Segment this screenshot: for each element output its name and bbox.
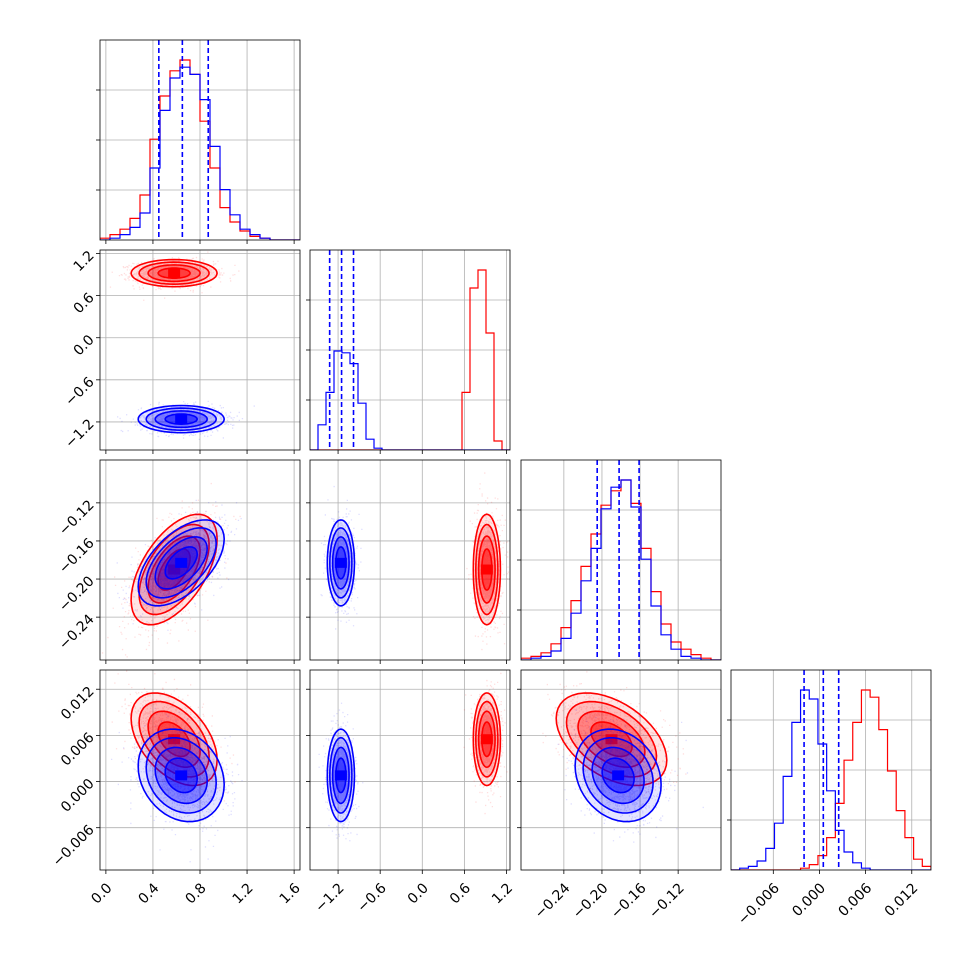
y-tick-label: −0.24 — [56, 611, 98, 653]
y-tick-label: 1.2 — [71, 248, 98, 275]
x-tick-label: −0.6 — [354, 880, 389, 915]
y-tick-label: 0.012 — [58, 684, 98, 724]
density-peak-series-1 — [175, 414, 188, 425]
hist-panel-1 — [306, 249, 511, 454]
x-tick-label: 0.4 — [135, 880, 162, 907]
scatter-panel-1-0: −1.2 −0.6 0.0 0.6 1.2 — [62, 248, 301, 454]
histogram-series-0 — [310, 269, 510, 450]
scatter-points-series-0 — [466, 472, 509, 651]
x-tick-label: 0.006 — [836, 880, 876, 920]
density-peak-series-1 — [175, 557, 188, 568]
histogram-series-1 — [731, 689, 931, 870]
histogram-series-1 — [521, 479, 721, 660]
scatter-points-series-1 — [320, 485, 363, 630]
density-peak-series-0 — [480, 734, 493, 745]
scatter-panel-2-0: −0.24−0.20−0.16−0.12 — [56, 459, 301, 664]
x-tick-label: 0.0 — [405, 880, 432, 907]
x-tick-label: −0.24 — [532, 880, 574, 922]
scatter-panel-3-2: −0.24−0.20−0.16−0.12 — [517, 669, 722, 922]
y-tick-label: 0.000 — [58, 776, 98, 816]
histogram-series-0 — [521, 479, 721, 660]
x-tick-label: 1.2 — [489, 880, 516, 907]
density-peak-series-0 — [168, 564, 181, 575]
density-peak-series-1 — [334, 557, 347, 568]
x-tick-label: 1.6 — [277, 880, 304, 907]
y-tick-label: 0.006 — [58, 730, 98, 770]
axes-frame — [309, 669, 511, 871]
y-tick-label: −0.6 — [62, 374, 97, 409]
axes-frame — [520, 669, 722, 871]
scatter-panel-3-1: −1.2 −0.6 0.0 0.6 1.2 — [306, 669, 516, 916]
y-tick-label: 0.0 — [71, 332, 98, 359]
y-tick-label: 0.6 — [71, 290, 98, 317]
x-tick-label: 1.2 — [230, 880, 257, 907]
density-peak-series-0 — [168, 268, 181, 279]
density-peak-series-0 — [168, 734, 181, 745]
density-peak-series-1 — [612, 770, 625, 781]
scatter-panel-2-1 — [306, 459, 511, 664]
x-tick-label: −0.006 — [735, 880, 783, 928]
x-tick-label: 0.000 — [789, 880, 829, 920]
y-tick-label: −0.20 — [56, 573, 98, 615]
density-peak-series-0 — [480, 564, 493, 575]
y-tick-label: −0.16 — [56, 535, 98, 577]
hist-panel-2 — [517, 459, 722, 664]
x-tick-label: −0.16 — [608, 880, 650, 922]
hist-panel-3: −0.006 0.000 0.006 0.012 — [727, 669, 932, 928]
y-tick-label: −1.2 — [62, 416, 97, 451]
y-tick-label: −0.006 — [50, 822, 98, 870]
x-tick-label: 0.6 — [447, 880, 474, 907]
y-tick-label: −0.12 — [56, 497, 98, 539]
x-tick-label: −0.20 — [570, 880, 612, 922]
hist-panel-0 — [96, 39, 301, 244]
density-peak-series-1 — [334, 770, 347, 781]
histogram-series-1 — [100, 66, 300, 240]
scatter-panel-3-0: 0.0 0.4 0.8 1.2 1.6 −0.006 0.000 0.006 0.012 — [50, 669, 304, 907]
x-tick-label: 0.8 — [183, 880, 210, 907]
histogram-series-1 — [310, 350, 510, 450]
scatter-points-series-1 — [557, 709, 704, 843]
scatter-points-series-1 — [111, 706, 243, 863]
x-tick-label: −0.12 — [646, 880, 688, 922]
axes-frame — [309, 459, 511, 661]
histogram-series-0 — [731, 689, 931, 870]
density-peak-series-0 — [605, 734, 618, 745]
density-peak-series-1 — [175, 770, 188, 781]
x-tick-label: −1.2 — [312, 880, 347, 915]
x-tick-label: 0.012 — [882, 880, 922, 920]
x-tick-label: 0.0 — [88, 880, 115, 907]
